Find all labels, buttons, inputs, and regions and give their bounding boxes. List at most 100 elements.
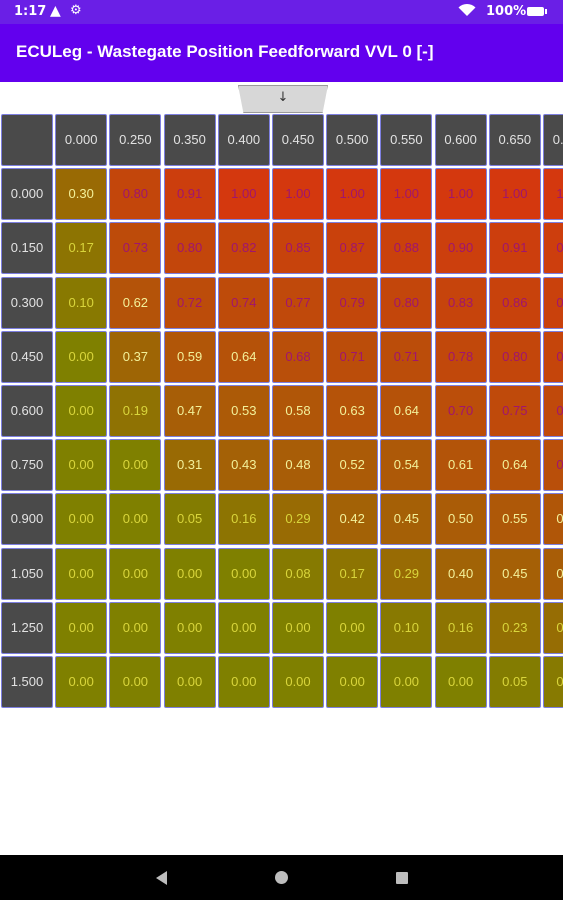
table-cell[interactable]: 0.73 (109, 222, 162, 275)
table-cell[interactable]: 0.63 (326, 385, 379, 437)
row-header[interactable]: 0.900 (1, 493, 53, 546)
row-header[interactable]: 1.250 (1, 601, 53, 654)
table-cell[interactable]: 0.00 (109, 439, 162, 492)
table-cell[interactable]: 0.80 (109, 168, 162, 221)
table-cell[interactable]: 0.00 (217, 601, 270, 654)
back-icon[interactable] (156, 871, 167, 885)
table-cell[interactable]: 0.64 (488, 439, 541, 492)
table-cell[interactable]: 0.00 (55, 493, 108, 546)
column-header[interactable]: 0.350 (163, 114, 216, 166)
table-cell[interactable]: 0.70 (434, 385, 487, 437)
table-cell[interactable]: 0.48 (272, 439, 324, 492)
table-cell[interactable]: 0.00 (434, 656, 487, 708)
table-cell[interactable]: 0.80 (488, 330, 541, 383)
table-cell[interactable]: 0.78 (434, 330, 487, 383)
table-cell[interactable]: 0.88 (380, 222, 433, 275)
table-cell[interactable]: 0.00 (55, 439, 108, 492)
table-cell[interactable]: 0.23 (488, 601, 541, 654)
table-cell[interactable]: 0.62 (109, 276, 162, 329)
table-cell[interactable]: 0.10 (380, 601, 433, 654)
row-header[interactable]: 0.450 (1, 330, 53, 383)
table-cell[interactable]: 0.00 (272, 601, 324, 654)
table-cell[interactable]: 0.16 (434, 601, 487, 654)
table-cell[interactable]: 0.00 (163, 656, 216, 708)
table-cell[interactable]: 0.00 (55, 547, 108, 600)
column-header[interactable]: 0.700 (543, 114, 563, 166)
table-cell[interactable]: 0.87 (543, 276, 563, 329)
table-cell[interactable]: 0.17 (55, 222, 108, 275)
row-header[interactable]: 0.750 (1, 439, 53, 492)
column-header[interactable]: 0.600 (434, 114, 487, 166)
table-cell[interactable]: 0.64 (217, 330, 270, 383)
table-cell[interactable]: 0.00 (55, 330, 108, 383)
collapse-handle[interactable]: ↓ (238, 85, 328, 113)
table-cell[interactable]: 0.75 (488, 385, 541, 437)
table-cell[interactable]: 0.83 (434, 276, 487, 329)
row-header[interactable]: 0.600 (1, 385, 53, 437)
table-cell[interactable]: 1.00 (380, 168, 433, 221)
table-cell[interactable]: 0.55 (488, 493, 541, 546)
table-cell[interactable]: 0.43 (217, 439, 270, 492)
table-cell[interactable]: 0.00 (272, 656, 324, 708)
table-cell[interactable]: 0.64 (380, 385, 433, 437)
table-cell[interactable]: 0.00 (109, 547, 162, 600)
column-header[interactable]: 0.400 (217, 114, 270, 166)
table-cell[interactable]: 1.00 (217, 168, 270, 221)
table-cell[interactable]: 0.87 (326, 222, 379, 275)
table-cell[interactable]: 0.00 (326, 601, 379, 654)
table-cell[interactable]: 0.58 (272, 385, 324, 437)
table-cell[interactable]: 0.86 (488, 276, 541, 329)
table-cell[interactable]: 1.00 (488, 168, 541, 221)
table-cell[interactable]: 0.45 (380, 493, 433, 546)
table-cell[interactable]: 1.00 (434, 168, 487, 221)
table-cell[interactable]: 0.58 (543, 493, 563, 546)
table-cell[interactable]: 0.90 (434, 222, 487, 275)
table-cell[interactable]: 0.19 (109, 385, 162, 437)
table-cell[interactable]: 0.29 (272, 493, 324, 546)
table-cell[interactable]: 0.47 (163, 385, 216, 437)
table-cell[interactable]: 0.74 (217, 276, 270, 329)
column-header[interactable]: 0.550 (380, 114, 433, 166)
column-header[interactable]: 0.450 (272, 114, 324, 166)
row-header[interactable]: 0.150 (1, 222, 53, 275)
table-cell[interactable]: 0.54 (380, 439, 433, 492)
row-header[interactable]: 0.000 (1, 168, 53, 221)
table-cell[interactable]: 0.91 (488, 222, 541, 275)
table-cell[interactable]: 0.00 (55, 656, 108, 708)
table-cell[interactable]: 0.61 (434, 439, 487, 492)
table-cell[interactable]: 0.79 (326, 276, 379, 329)
table-cell[interactable]: 0.00 (163, 547, 216, 600)
table-cell[interactable]: 0.92 (543, 222, 563, 275)
table-cell[interactable]: 0.72 (163, 276, 216, 329)
table-cell[interactable]: 0.08 (272, 547, 324, 600)
table-cell[interactable]: 0.71 (326, 330, 379, 383)
table-cell[interactable]: 0.29 (380, 547, 433, 600)
row-header[interactable]: 0.300 (1, 276, 53, 329)
table-cell[interactable]: 0.37 (109, 330, 162, 383)
row-header[interactable]: 1.500 (1, 656, 53, 708)
table-cell[interactable]: 1.00 (326, 168, 379, 221)
column-header[interactable]: 0.500 (326, 114, 379, 166)
table-cell[interactable]: 0.00 (217, 656, 270, 708)
table-cell[interactable]: 0.68 (272, 330, 324, 383)
table-cell[interactable]: 0.59 (163, 330, 216, 383)
table-cell[interactable]: 0.50 (434, 493, 487, 546)
column-header[interactable]: 0.650 (488, 114, 541, 166)
table-cell[interactable]: 0.30 (55, 168, 108, 221)
table-cell[interactable]: 0.00 (163, 601, 216, 654)
table-cell[interactable]: 0.48 (543, 547, 563, 600)
table-cell[interactable]: 0.00 (217, 547, 270, 600)
table-cell[interactable]: 0.27 (543, 601, 563, 654)
table-cell[interactable]: 0.45 (488, 547, 541, 600)
table-cell[interactable]: 0.85 (272, 222, 324, 275)
table-cell[interactable]: 0.16 (217, 493, 270, 546)
table-cell[interactable]: 1.00 (543, 168, 563, 221)
column-header[interactable]: 0.250 (109, 114, 162, 166)
table-cell[interactable]: 0.00 (109, 656, 162, 708)
table-cell[interactable]: 0.68 (543, 439, 563, 492)
table-cell[interactable]: 0.77 (272, 276, 324, 329)
column-header[interactable]: 0.000 (55, 114, 108, 166)
table-cell[interactable]: 0.52 (326, 439, 379, 492)
table-cell[interactable]: 0.40 (434, 547, 487, 600)
table-cell[interactable]: 1.00 (272, 168, 324, 221)
